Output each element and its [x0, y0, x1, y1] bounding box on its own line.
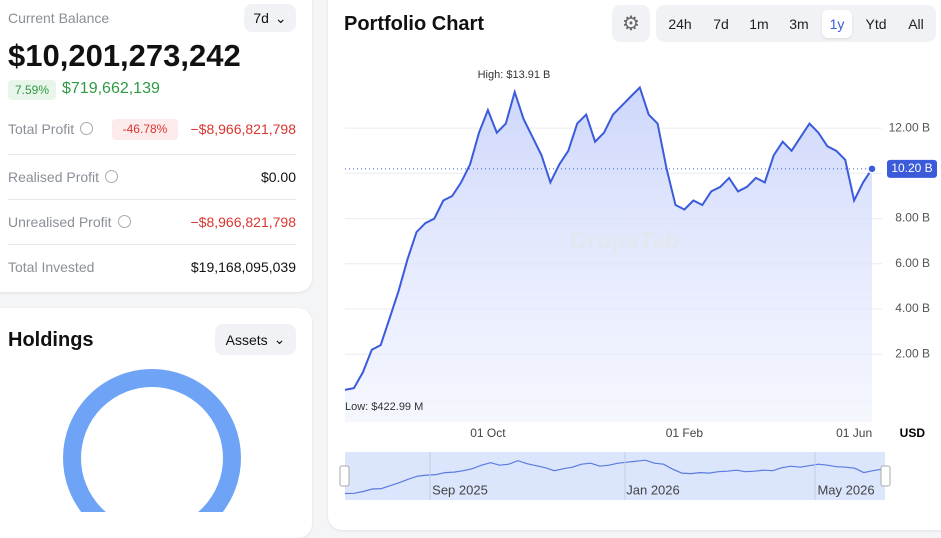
navigator[interactable]: [345, 452, 885, 500]
x-tick-label: 01 Oct: [470, 426, 506, 440]
watermark: DropsTab: [570, 227, 680, 254]
y-tick-label: 12.00 B: [889, 120, 930, 134]
settings-button[interactable]: ⚙: [612, 5, 650, 42]
x-tick-label: 01 Feb: [666, 426, 704, 440]
range-button[interactable]: 1m: [749, 16, 769, 32]
navigator-label: Sep 2025: [432, 482, 488, 497]
assets-dropdown[interactable]: Assets ⌄: [215, 324, 296, 355]
range-group: [656, 5, 936, 42]
donut-ring: [63, 369, 241, 512]
stat-label: Total Profit: [8, 121, 94, 137]
divider: [8, 244, 296, 245]
stat-label: Realised Profit: [8, 169, 119, 185]
current-dot: [867, 164, 877, 174]
range-button[interactable]: 3m: [789, 16, 809, 32]
navigator-line: [344, 459, 883, 495]
stat-label: Total Invested: [8, 259, 95, 275]
current-label: 10.20 B: [891, 161, 932, 175]
y-tick-label: 4.00 B: [895, 301, 930, 315]
navigator-label: May 2026: [817, 482, 874, 497]
range-button[interactable]: 7d: [713, 16, 729, 32]
y-tick-label: 6.00 B: [895, 256, 930, 270]
navigator-handle[interactable]: [880, 465, 891, 487]
stat-value: −$8,966,821,798: [190, 214, 297, 230]
stat-text: Unrealised Profit: [8, 214, 112, 230]
period-dropdown[interactable]: 7d ⌄: [244, 4, 296, 32]
chart-title: Portfolio Chart: [344, 13, 484, 35]
info-icon[interactable]: [105, 170, 119, 183]
stat-value: −$8,966,821,798: [190, 121, 297, 137]
y-tick-label: 2.00 B: [895, 346, 930, 360]
profit-badge: -46.78%: [112, 119, 178, 140]
stat-text: Total Profit: [8, 121, 75, 137]
stat-text: Realised Profit: [8, 169, 100, 185]
balance-card: [0, 0, 312, 292]
navigator-handle[interactable]: [339, 465, 350, 487]
holdings-title: Holdings: [8, 329, 94, 351]
navigator-label: Jan 2026: [626, 482, 680, 497]
stat-label: Unrealised Profit: [8, 214, 131, 230]
change-badge: 7.59%: [8, 80, 56, 100]
y-axis-label: USD: [900, 426, 926, 440]
x-tick-label: 01 Jun: [836, 426, 872, 440]
donut: [63, 369, 241, 512]
y-tick-label: 8.00 B: [895, 211, 930, 225]
low-label: Low: $422.99 M: [345, 401, 423, 413]
period: 7d: [253, 10, 269, 26]
stat-value: $19,168,095,039: [190, 259, 296, 275]
chevron: ⌄: [273, 331, 286, 347]
divider: [8, 154, 296, 155]
balance-label: Current Balance: [8, 10, 110, 26]
divider: [8, 199, 296, 200]
range-button[interactable]: 1y: [822, 10, 852, 38]
range-button[interactable]: All: [908, 16, 924, 32]
info-icon[interactable]: [117, 215, 131, 228]
selector: Assets: [225, 331, 268, 348]
chevron: ⌄: [274, 9, 287, 26]
chart: DropsTab USD Sep 2025 Jan 2026 May 2026 …: [339, 69, 937, 500]
stat-value: $0.00: [260, 169, 296, 185]
info-icon[interactable]: [80, 122, 94, 135]
change-value: $719,662,139: [62, 80, 160, 97]
price-line: [344, 85, 873, 391]
current-tag: [887, 159, 937, 178]
area-fill: [345, 87, 872, 422]
high-label: High: $13.91 B: [478, 69, 551, 81]
range-button[interactable]: Ytd: [865, 16, 887, 32]
balance-value: $10,201,273,242: [8, 38, 241, 73]
range-button[interactable]: 24h: [668, 16, 692, 32]
